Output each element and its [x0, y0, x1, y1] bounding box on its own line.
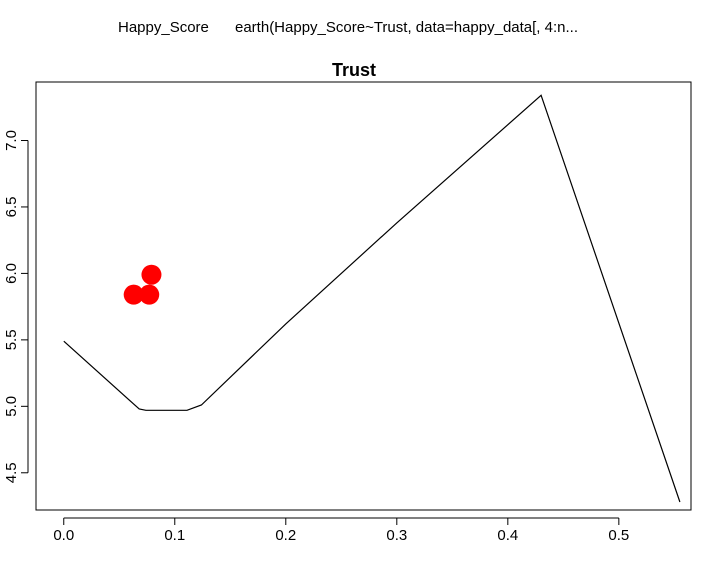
x-tick-label: 0.0	[53, 527, 74, 544]
x-tick-label: 0.3	[386, 527, 407, 544]
data-point	[123, 284, 144, 305]
x-tick-label: 0.2	[275, 527, 296, 544]
y-axis: 4.5 5.0 5.5 6.0 6.5 7.0	[3, 130, 29, 483]
x-tick-label: 0.4	[497, 527, 518, 544]
y-tick-label: 4.5	[3, 462, 20, 483]
data-point	[139, 284, 160, 305]
data-point	[141, 264, 162, 285]
y-tick-label: 5.5	[3, 329, 20, 350]
fit-line	[63, 94, 681, 503]
x-tick-label: 0.5	[608, 527, 629, 544]
series-layer	[63, 94, 681, 503]
chart-title: Trust	[331, 60, 376, 80]
y-tick-label: 6.5	[3, 197, 20, 218]
plot-frame	[35, 81, 692, 511]
header-model-call: earth(Happy_Score~Trust, data=happy_data…	[235, 19, 578, 36]
header-response-label: Happy_Score	[118, 19, 209, 36]
y-tick-label: 6.0	[3, 263, 20, 284]
x-tick-label: 0.1	[164, 527, 185, 544]
y-tick-label: 5.0	[3, 396, 20, 417]
y-tick-label: 7.0	[3, 130, 20, 151]
x-axis: 0.0 0.1 0.2 0.3 0.4 0.5	[53, 517, 629, 544]
